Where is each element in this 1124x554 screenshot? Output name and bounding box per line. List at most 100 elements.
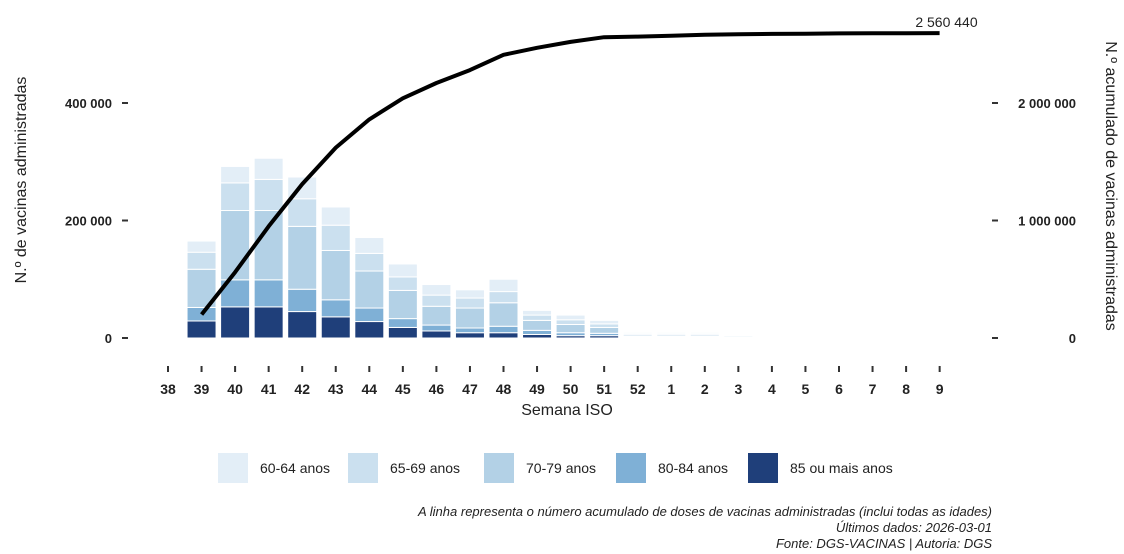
stacked-bars — [186, 157, 955, 339]
bar-segment — [253, 157, 284, 180]
bar-segment — [220, 165, 251, 184]
x-tick-label: 38 — [160, 381, 176, 397]
x-tick-label: 40 — [227, 381, 243, 397]
left-axis-title: N.º de vacinas administradas — [13, 77, 30, 284]
bar-segment — [320, 249, 351, 301]
footnote-source: Fonte: DGS-VACINAS | Autoria: DGS — [776, 536, 992, 551]
bar-segment — [287, 198, 318, 227]
footnote-last-data: Últimos dados: 2026-03-01 — [836, 520, 992, 535]
bar-segment — [522, 314, 553, 321]
bar-segment — [790, 335, 821, 338]
x-tick-label: 1 — [667, 381, 675, 397]
bar-segment — [488, 325, 519, 334]
x-tick-label: 51 — [596, 381, 612, 397]
legend-label: 80-84 anos — [658, 460, 728, 476]
x-tick-label: 4 — [768, 381, 776, 397]
bar-segment — [522, 319, 553, 331]
x-tick-label: 45 — [395, 381, 411, 397]
x-tick-label: 3 — [734, 381, 742, 397]
bar-segment — [421, 284, 452, 296]
bar-segment — [220, 306, 251, 339]
bar-segment — [287, 225, 318, 290]
x-tick-label: 8 — [902, 381, 910, 397]
x-tick-label: 44 — [362, 381, 378, 397]
bar-segment — [387, 318, 418, 328]
bar-segment — [253, 210, 284, 281]
x-tick-label: 7 — [869, 381, 877, 397]
bar-segment — [454, 327, 485, 334]
bar-segment — [454, 307, 485, 329]
bar-segment — [186, 251, 217, 270]
bar-segment — [891, 336, 922, 339]
left-axis-ticks: 0 200 000 400 000 — [65, 96, 128, 346]
x-tick-label: 9 — [936, 381, 944, 397]
bar-segment — [488, 291, 519, 304]
bar-segment — [320, 316, 351, 339]
x-tick-label: 50 — [563, 381, 579, 397]
legend-label: 85 ou mais anos — [790, 460, 893, 476]
bar-segment — [253, 279, 284, 308]
bar-segment — [555, 323, 586, 334]
bar-segment — [220, 182, 251, 212]
legend-swatch — [348, 453, 378, 483]
bar-segment — [253, 306, 284, 339]
bar-segment — [387, 326, 418, 339]
x-tick-label: 5 — [802, 381, 810, 397]
bar-segment — [421, 330, 452, 339]
bar-segment — [589, 326, 620, 334]
bar-segment — [387, 276, 418, 291]
legend-label: 60-64 anos — [260, 460, 330, 476]
bar-segment — [454, 297, 485, 309]
right-tick-label: 1 000 000 — [1018, 214, 1076, 229]
bar-segment — [354, 237, 385, 254]
left-tick-label: 200 000 — [65, 214, 112, 229]
x-tick-label: 39 — [194, 381, 210, 397]
bar-segment — [387, 289, 418, 320]
bar-segment — [488, 332, 519, 339]
bar-segment — [253, 178, 284, 212]
bar-segment — [320, 206, 351, 226]
bar-segment — [589, 319, 620, 325]
bar-segment — [857, 336, 888, 338]
cumulative-end-label: 2 560 440 — [915, 14, 977, 30]
bar-segment — [354, 270, 385, 309]
bar-segment — [320, 299, 351, 318]
bar-segment — [522, 309, 553, 316]
bar-segment — [421, 305, 452, 326]
bar-segment — [589, 323, 620, 328]
right-axis-title: N.º acumulado de vacinas administradas — [1102, 41, 1119, 331]
bar-segment — [622, 331, 653, 335]
bar-segment — [488, 302, 519, 327]
legend-swatch — [218, 453, 248, 483]
legend-swatch — [616, 453, 646, 483]
legend-label: 65-69 anos — [390, 460, 460, 476]
bar-segment — [354, 321, 385, 339]
bar-segment — [656, 331, 687, 335]
bar-segment — [522, 329, 553, 335]
bar-segment — [555, 319, 586, 325]
bar-segment — [421, 294, 452, 307]
x-axis-title: Semana ISO — [521, 402, 613, 419]
x-tick-label: 49 — [529, 381, 545, 397]
bar-segment — [186, 320, 217, 339]
bar-segment — [287, 311, 318, 339]
bar-segment — [756, 335, 787, 337]
bar-segment — [555, 314, 586, 321]
legend-swatch — [748, 453, 778, 483]
x-axis-ticks: 38 39 40 41 42 43 44 45 46 47 48 49 50 51 52 1 2 3 4 5 6 7 8 9 — [160, 366, 944, 397]
legend: 60-64 anos 65-69 anos 70-79 anos 80-84 anos… — [218, 453, 893, 483]
bar-segment — [924, 336, 955, 339]
bar-segment — [454, 332, 485, 339]
bar-segment — [723, 333, 754, 336]
x-tick-label: 43 — [328, 381, 344, 397]
bar-segment — [387, 263, 418, 278]
bar-segment — [354, 252, 385, 272]
right-tick-label: 0 — [1069, 331, 1076, 346]
right-tick-label: 2 000 000 — [1018, 96, 1076, 111]
x-tick-label: 2 — [701, 381, 709, 397]
cumulative-line — [200, 31, 940, 316]
footnote-line: A linha representa o número acumulado de… — [417, 504, 992, 519]
left-tick-label: 400 000 — [65, 96, 112, 111]
x-tick-label: 6 — [835, 381, 843, 397]
legend-swatch — [484, 453, 514, 483]
